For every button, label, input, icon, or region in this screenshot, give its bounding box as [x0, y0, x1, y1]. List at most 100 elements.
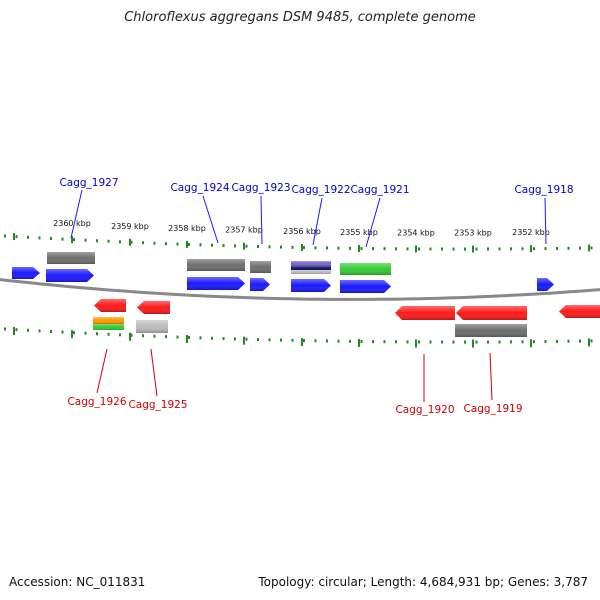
page-title: Chloroflexus aggregans DSM 9485, complet…: [124, 10, 476, 25]
tick-major-top: [13, 233, 15, 241]
tick-dot: [153, 241, 156, 245]
tick-dot: [579, 339, 581, 343]
tick-dot: [291, 245, 294, 249]
tick-dot: [303, 246, 305, 250]
tick-dot: [337, 246, 340, 250]
tick-dot: [395, 340, 397, 344]
tick-dot: [291, 338, 294, 342]
accession-text: Accession: NC_011831: [9, 575, 146, 589]
tick-dot: [142, 334, 144, 338]
tick-label: 2353 kbp: [454, 229, 492, 238]
tick-major-bottom: [301, 338, 303, 347]
tick-dots: [4, 234, 593, 344]
tick-dot: [590, 339, 593, 343]
tick-dot: [533, 247, 535, 251]
tick-dot: [73, 331, 75, 335]
gene-forward: [291, 279, 331, 292]
tick-dot: [107, 239, 110, 243]
tick-major-top: [129, 238, 131, 246]
tick-major-top: [71, 236, 73, 244]
tick-label: 2359 kbp: [111, 222, 149, 231]
gene-label-reverse: Cagg_1925: [128, 399, 187, 411]
tick-dot: [165, 335, 167, 339]
tick-dot: [222, 337, 225, 341]
tick-dot: [130, 240, 133, 244]
feature-grey: [455, 324, 527, 337]
gene-reverse: [395, 306, 455, 320]
tick-dot: [429, 340, 432, 344]
gene-label-forward: Cagg_1918: [514, 184, 573, 196]
tick-dot: [360, 246, 363, 250]
backbone-line: [0, 278, 600, 301]
tick-major-bottom: [530, 339, 532, 348]
leader-line: [202, 195, 219, 244]
tick-dot: [510, 340, 512, 344]
gene-label-forward: Cagg_1921: [350, 184, 409, 196]
feature-green: [93, 324, 124, 330]
tick-dot: [245, 337, 248, 341]
tick-dot: [498, 247, 501, 251]
tick-dot: [119, 333, 121, 337]
tick-dot: [383, 247, 386, 251]
tick-dot: [61, 330, 64, 334]
tick-dot: [153, 334, 156, 338]
tick-dot: [406, 247, 409, 251]
tick-dot: [15, 235, 18, 239]
feature-purple: [291, 261, 331, 266]
tick-dot: [176, 335, 179, 339]
tick-dot: [50, 330, 52, 333]
feature-grey: [187, 259, 245, 271]
tick-label: 2354 kbp: [397, 228, 435, 237]
feature-navy: [291, 266, 331, 270]
tick-major-top: [358, 244, 360, 252]
gene-labels: Cagg_1927 Cagg_1924 Cagg_1923 Cagg_1922 Cagg…: [59, 177, 573, 416]
tick-dot: [4, 234, 6, 238]
tick-major-bottom: [186, 334, 188, 343]
gene-reverse: [559, 305, 600, 318]
gene-label-forward: Cagg_1922: [291, 184, 350, 196]
tick-dot: [349, 246, 351, 250]
tick-dot: [544, 247, 547, 251]
tick-dot: [257, 245, 259, 249]
tick-dot: [372, 340, 374, 344]
tick-dot: [73, 238, 75, 242]
tick-dot: [165, 242, 167, 246]
gene-label-forward: Cagg_1927: [59, 177, 118, 189]
leader-line: [312, 197, 323, 246]
tick-major-bottom: [358, 338, 360, 347]
gene-reverse: [137, 301, 170, 314]
tick-dot: [475, 340, 478, 344]
tick-dot: [38, 329, 41, 333]
tick-dot: [188, 335, 190, 339]
tick-dot: [188, 242, 190, 246]
tick-major-bottom: [243, 336, 245, 345]
tick-dot: [211, 243, 213, 247]
tick-dot: [326, 339, 328, 343]
tick-dot: [314, 246, 317, 250]
tick-dot: [96, 332, 98, 336]
tick-dot: [533, 340, 535, 344]
genes: [12, 252, 600, 337]
tick-dot: [130, 333, 133, 337]
tick-dot: [257, 338, 259, 342]
tick-label: 2356 kbp: [283, 227, 321, 236]
feature-green: [340, 263, 391, 275]
tick-dot: [418, 247, 420, 251]
tick-major-bottom: [588, 338, 590, 347]
leader-line: [365, 197, 381, 248]
tick-dot: [567, 339, 570, 343]
tick-dot: [268, 338, 271, 342]
tick-dot: [590, 246, 593, 250]
tick-dot: [406, 340, 409, 344]
leader-line: [544, 197, 547, 245]
tick-dot: [544, 340, 547, 344]
tick-dot: [4, 327, 6, 331]
gene-label-forward: Cagg_1923: [231, 182, 290, 194]
tick-dot: [27, 328, 29, 332]
feature-orange: [93, 317, 124, 324]
tick-major-top: [588, 244, 590, 252]
tick-major-bottom: [472, 339, 474, 348]
tick-dot: [441, 247, 443, 251]
feature-grey: [47, 252, 95, 264]
tick-dot: [84, 331, 87, 335]
